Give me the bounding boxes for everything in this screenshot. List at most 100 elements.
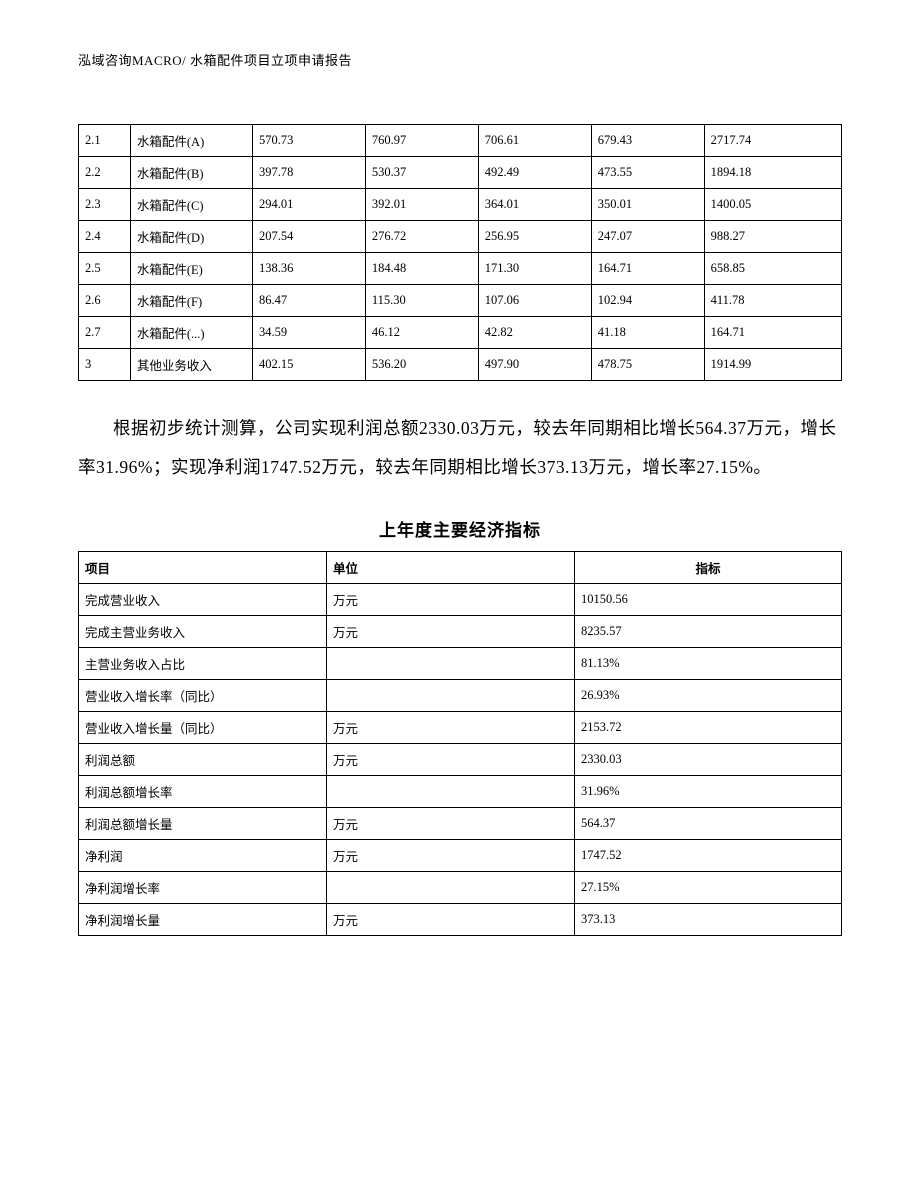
cell-item: 主营业务收入占比 — [79, 648, 327, 680]
cell-value: 760.97 — [365, 125, 478, 157]
table-row: 营业收入增长率（同比） 26.93% — [79, 680, 842, 712]
table-row: 3其他业务收入402.15536.20497.90478.751914.99 — [79, 349, 842, 381]
cell-index: 2.6 — [79, 285, 131, 317]
table-row: 2.4水箱配件(D)207.54276.72256.95247.07988.27 — [79, 221, 842, 253]
cell-item: 水箱配件(C) — [130, 189, 252, 221]
cell-value: 564.37 — [574, 808, 841, 840]
table-row: 2.7水箱配件(...)34.5946.1242.8241.18164.71 — [79, 317, 842, 349]
cell-value: 679.43 — [591, 125, 704, 157]
cell-index: 3 — [79, 349, 131, 381]
product-table-body: 2.1水箱配件(A)570.73760.97706.61679.432717.7… — [79, 125, 842, 381]
page-header: 泓域咨询MACRO/ 水箱配件项目立项申请报告 — [78, 50, 842, 69]
header-item: 单位 — [326, 552, 574, 584]
cell-unit: 万元 — [326, 584, 574, 616]
cell-value: 31.96% — [574, 776, 841, 808]
cell-value: 706.61 — [478, 125, 591, 157]
table-row: 净利润增长率27.15% — [79, 872, 842, 904]
cell-value: 2153.72 — [574, 712, 841, 744]
table-row: 净利润万元1747.52 — [79, 840, 842, 872]
cell-value: 8235.57 — [574, 616, 841, 648]
cell-value: 1914.99 — [704, 349, 841, 381]
table-row: 2.2水箱配件(B)397.78530.37492.49473.551894.1… — [79, 157, 842, 189]
page-container: 泓域咨询MACRO/ 水箱配件项目立项申请报告 2.1水箱配件(A)570.73… — [0, 0, 920, 996]
cell-item: 水箱配件(E) — [130, 253, 252, 285]
table-row: 利润总额增长量万元564.37 — [79, 808, 842, 840]
table-row: 完成主营业务收入万元8235.57 — [79, 616, 842, 648]
cell-item: 完成主营业务收入 — [79, 616, 327, 648]
cell-item: 利润总额增长量 — [79, 808, 327, 840]
cell-value: 1894.18 — [704, 157, 841, 189]
cell-item: 净利润增长量 — [79, 904, 327, 936]
cell-unit — [326, 680, 574, 712]
cell-value: 364.01 — [478, 189, 591, 221]
cell-item: 水箱配件(F) — [130, 285, 252, 317]
cell-item: 利润总额增长率 — [79, 776, 327, 808]
cell-unit — [326, 648, 574, 680]
cell-unit — [326, 776, 574, 808]
cell-value: 536.20 — [365, 349, 478, 381]
cell-unit — [326, 872, 574, 904]
table-row: 2.5水箱配件(E)138.36184.48171.30164.71658.85 — [79, 253, 842, 285]
cell-value: 247.07 — [591, 221, 704, 253]
cell-value: 27.15% — [574, 872, 841, 904]
cell-value: 294.01 — [252, 189, 365, 221]
cell-value: 207.54 — [252, 221, 365, 253]
table-row: 完成营业收入万元10150.56 — [79, 584, 842, 616]
cell-unit: 万元 — [326, 712, 574, 744]
cell-value: 42.82 — [478, 317, 591, 349]
cell-value: 115.30 — [365, 285, 478, 317]
cell-item: 水箱配件(D) — [130, 221, 252, 253]
cell-value: 86.47 — [252, 285, 365, 317]
cell-item: 完成营业收入 — [79, 584, 327, 616]
cell-item: 水箱配件(B) — [130, 157, 252, 189]
header-item: 指标 — [574, 552, 841, 584]
table-row: 利润总额万元2330.03 — [79, 744, 842, 776]
cell-value: 392.01 — [365, 189, 478, 221]
table-row: 利润总额增长率 31.96% — [79, 776, 842, 808]
table-row: 营业收入增长量（同比）万元2153.72 — [79, 712, 842, 744]
cell-index: 2.3 — [79, 189, 131, 221]
cell-index: 2.5 — [79, 253, 131, 285]
cell-item: 其他业务收入 — [130, 349, 252, 381]
economic-indicators-table: 项目 单位 指标 完成营业收入万元10150.56 完成主营业务收入万元8235… — [78, 551, 842, 936]
cell-value: 988.27 — [704, 221, 841, 253]
cell-value: 2330.03 — [574, 744, 841, 776]
cell-index: 2.2 — [79, 157, 131, 189]
cell-value: 1400.05 — [704, 189, 841, 221]
cell-value: 138.36 — [252, 253, 365, 285]
cell-index: 2.7 — [79, 317, 131, 349]
cell-value: 373.13 — [574, 904, 841, 936]
cell-item: 营业收入增长率（同比） — [79, 680, 327, 712]
table-row: 2.1水箱配件(A)570.73760.97706.61679.432717.7… — [79, 125, 842, 157]
table-row: 净利润增长量万元373.13 — [79, 904, 842, 936]
table-row: 主营业务收入占比81.13% — [79, 648, 842, 680]
cell-unit: 万元 — [326, 840, 574, 872]
cell-unit: 万元 — [326, 904, 574, 936]
cell-value: 530.37 — [365, 157, 478, 189]
indicators-table-head: 项目 单位 指标 — [79, 552, 842, 584]
cell-value: 492.49 — [478, 157, 591, 189]
cell-value: 473.55 — [591, 157, 704, 189]
cell-value: 397.78 — [252, 157, 365, 189]
cell-value: 107.06 — [478, 285, 591, 317]
cell-value: 102.94 — [591, 285, 704, 317]
cell-unit: 万元 — [326, 808, 574, 840]
cell-value: 2717.74 — [704, 125, 841, 157]
cell-value: 26.93% — [574, 680, 841, 712]
table-row: 2.6水箱配件(F)86.47115.30107.06102.94411.78 — [79, 285, 842, 317]
cell-value: 1747.52 — [574, 840, 841, 872]
cell-value: 402.15 — [252, 349, 365, 381]
cell-value: 411.78 — [704, 285, 841, 317]
indicators-table-body: 完成营业收入万元10150.56 完成主营业务收入万元8235.57 主营业务收… — [79, 584, 842, 936]
cell-value: 276.72 — [365, 221, 478, 253]
cell-value: 34.59 — [252, 317, 365, 349]
cell-value: 46.12 — [365, 317, 478, 349]
cell-item: 利润总额 — [79, 744, 327, 776]
cell-value: 570.73 — [252, 125, 365, 157]
header-item: 项目 — [79, 552, 327, 584]
cell-value: 10150.56 — [574, 584, 841, 616]
cell-item: 水箱配件(A) — [130, 125, 252, 157]
cell-value: 497.90 — [478, 349, 591, 381]
cell-value: 164.71 — [591, 253, 704, 285]
cell-item: 营业收入增长量（同比） — [79, 712, 327, 744]
